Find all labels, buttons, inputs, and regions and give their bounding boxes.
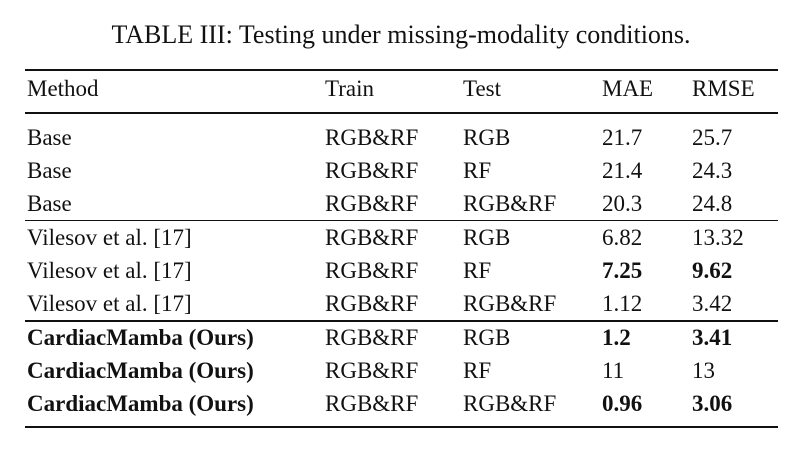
table-cell: 24.8	[692, 191, 733, 216]
table-cell: 25.7	[692, 125, 733, 150]
table-cell: 1.12	[602, 291, 643, 316]
table-cell: 13.32	[692, 225, 744, 250]
table-cell: 24.3	[692, 158, 733, 183]
table-cell: RGB&RF	[463, 291, 557, 316]
table-cell: 9.62	[692, 258, 733, 283]
table-cell: 11	[602, 358, 625, 383]
header-rule	[25, 112, 778, 114]
table-cell: 6.82	[602, 225, 643, 250]
table-cell: RGB&RF	[325, 191, 419, 216]
table-cell: 3.41	[692, 325, 733, 350]
table-cell: RF	[463, 358, 492, 383]
table-cell: RF	[463, 258, 492, 283]
table-cell: RGB&RF	[325, 391, 419, 416]
table-cell: RGB&RF	[325, 291, 419, 316]
table-cell: 13	[692, 358, 715, 383]
table-cell: 20.3	[602, 191, 643, 216]
table-cell: CardiacMamba (Ours)	[27, 358, 254, 383]
header-cell: Test	[463, 76, 501, 101]
table-cell: 21.7	[602, 125, 643, 150]
table-cell: RGB	[463, 125, 511, 150]
table-cell: RGB&RF	[325, 225, 419, 250]
table-cell: RGB&RF	[325, 158, 419, 183]
table-cell: 3.42	[692, 291, 733, 316]
header-cell: Method	[27, 76, 99, 101]
table-cell: RGB&RF	[325, 125, 419, 150]
table-cell: 3.06	[692, 391, 733, 416]
table-cell: RGB&RF	[325, 358, 419, 383]
group-rule	[25, 320, 778, 322]
top-rule	[25, 69, 778, 71]
table-cell: CardiacMamba (Ours)	[27, 325, 254, 350]
table-cell: CardiacMamba (Ours)	[27, 391, 254, 416]
table-cell: 1.2	[602, 325, 631, 350]
table-cell: 7.25	[602, 258, 643, 283]
bottom-rule	[25, 426, 778, 428]
table-cell: RGB	[463, 325, 511, 350]
table-cell: 0.96	[602, 391, 643, 416]
header-cell: MAE	[602, 76, 654, 101]
table-cell: RF	[463, 158, 492, 183]
group-rule	[25, 220, 778, 221]
header-cell: RMSE	[692, 76, 755, 101]
table-title: TABLE III: Testing under missing-modalit…	[111, 20, 691, 49]
table-cell: 21.4	[602, 158, 643, 183]
header-cell: Train	[325, 76, 374, 101]
table-cell: Base	[27, 191, 72, 216]
table-cell: Base	[27, 125, 72, 150]
table-cell: RGB&RF	[325, 325, 419, 350]
table-cell: RGB&RF	[463, 191, 557, 216]
table-cell: Vilesov et al. [17]	[27, 258, 192, 283]
table-cell: Base	[27, 158, 72, 183]
table-cell: RGB	[463, 225, 511, 250]
table-cell: Vilesov et al. [17]	[27, 225, 192, 250]
table-cell: Vilesov et al. [17]	[27, 291, 192, 316]
table-cell: RGB&RF	[463, 391, 557, 416]
table-cell: RGB&RF	[325, 258, 419, 283]
